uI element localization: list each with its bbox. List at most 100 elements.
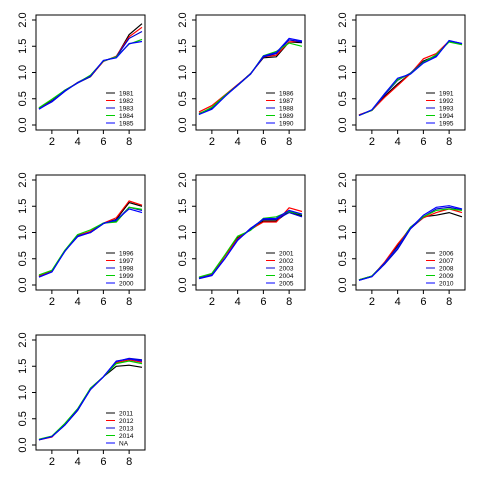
y-tick-label: 2.0	[17, 332, 29, 347]
legend-label: 2011	[119, 411, 133, 418]
x-tick-label: 2	[49, 296, 55, 308]
y-tick-label: 2.0	[337, 12, 349, 27]
x-tick-label: 6	[420, 136, 426, 148]
legend-label: 1986	[279, 91, 294, 98]
y-tick-label: 1.0	[337, 65, 349, 80]
y-tick-label: 0.0	[337, 277, 349, 292]
series-line-1985	[38, 40, 143, 110]
y-tick-label: 1.0	[177, 225, 189, 240]
x-tick-label: 8	[286, 296, 292, 308]
x-tick-label: 4	[75, 456, 81, 468]
x-tick-label: 6	[260, 296, 266, 308]
x-tick-label: 2	[49, 456, 55, 468]
y-tick-label: 0.0	[177, 277, 189, 292]
x-tick-label: 4	[75, 136, 81, 148]
legend-label: 1987	[279, 98, 294, 105]
y-tick-label: 0.5	[337, 251, 349, 266]
legend-label: 1985	[119, 121, 134, 128]
y-tick-label: 2.0	[17, 12, 29, 27]
y-tick-label: 2.0	[337, 172, 349, 187]
series-line-2010	[358, 205, 463, 281]
y-tick-label: 0.5	[17, 91, 29, 106]
legend-label: 1998	[119, 266, 134, 273]
y-tick-label: 0.5	[17, 251, 29, 266]
legend-label: 2004	[279, 273, 294, 280]
y-tick-label: 1.0	[17, 385, 29, 400]
series-line-NA	[38, 358, 143, 441]
x-tick-label: 4	[395, 296, 401, 308]
y-tick-label: 2.0	[177, 12, 189, 27]
legend-label: 2012	[119, 418, 134, 425]
x-tick-label: 2	[369, 296, 375, 308]
x-tick-label: 6	[100, 456, 106, 468]
legend-label: 1990	[279, 121, 294, 128]
legend-label: 1991	[439, 91, 454, 98]
legend-label: 1995	[439, 121, 454, 128]
legend-label: 2010	[439, 281, 454, 288]
legend-label: 1992	[439, 98, 454, 105]
x-tick-label: 4	[235, 296, 241, 308]
series-line-2014	[38, 360, 143, 440]
legend-label: NA	[119, 441, 129, 448]
legend-label: 1989	[279, 113, 294, 120]
series-line-2005	[198, 209, 303, 279]
series-line-2000	[38, 208, 143, 278]
legend-label: 1981	[119, 91, 134, 98]
y-tick-label: 0.0	[177, 117, 189, 132]
x-tick-label: 6	[420, 296, 426, 308]
y-tick-label: 1.5	[177, 199, 189, 214]
y-tick-label: 1.5	[17, 199, 29, 214]
y-tick-label: 0.0	[337, 117, 349, 132]
legend-label: 2006	[439, 251, 454, 258]
legend-label: 2001	[279, 251, 294, 258]
legend-label: 1983	[119, 106, 134, 113]
x-tick-label: 8	[286, 136, 292, 148]
x-tick-label: 8	[126, 296, 132, 308]
x-tick-label: 4	[235, 136, 241, 148]
legend-label: 2000	[119, 281, 134, 288]
y-tick-label: 1.0	[337, 225, 349, 240]
x-tick-label: 6	[100, 296, 106, 308]
legend-label: 2008	[439, 266, 454, 273]
x-tick-label: 2	[49, 136, 55, 148]
legend-label: 1996	[119, 251, 134, 258]
x-tick-label: 8	[446, 136, 452, 148]
x-tick-label: 2	[209, 296, 215, 308]
y-tick-label: 1.0	[17, 65, 29, 80]
y-tick-label: 1.0	[177, 65, 189, 80]
y-tick-label: 0.5	[17, 411, 29, 426]
y-tick-label: 0.0	[17, 117, 29, 132]
legend-label: 1984	[119, 113, 134, 120]
x-tick-label: 4	[395, 136, 401, 148]
y-tick-label: 1.5	[337, 39, 349, 54]
y-tick-label: 1.5	[17, 39, 29, 54]
y-tick-label: 1.5	[337, 199, 349, 214]
legend-label: 1999	[119, 273, 134, 280]
x-tick-label: 2	[209, 136, 215, 148]
legend-label: 2013	[119, 426, 134, 433]
y-tick-label: 1.5	[177, 39, 189, 54]
legend-label: 2002	[279, 258, 294, 265]
legend-label: 1994	[439, 113, 454, 120]
y-tick-label: 2.0	[17, 172, 29, 187]
y-tick-label: 0.0	[17, 277, 29, 292]
x-tick-label: 6	[100, 136, 106, 148]
x-tick-label: 6	[260, 136, 266, 148]
x-tick-label: 2	[369, 136, 375, 148]
legend-label: 2007	[439, 258, 454, 265]
legend-label: 2005	[279, 281, 294, 288]
series-line-1990	[198, 37, 303, 116]
y-tick-label: 1.5	[17, 359, 29, 374]
x-tick-label: 8	[446, 296, 452, 308]
x-tick-label: 4	[75, 296, 81, 308]
y-tick-label: 0.0	[17, 437, 29, 452]
y-tick-label: 0.5	[337, 91, 349, 106]
